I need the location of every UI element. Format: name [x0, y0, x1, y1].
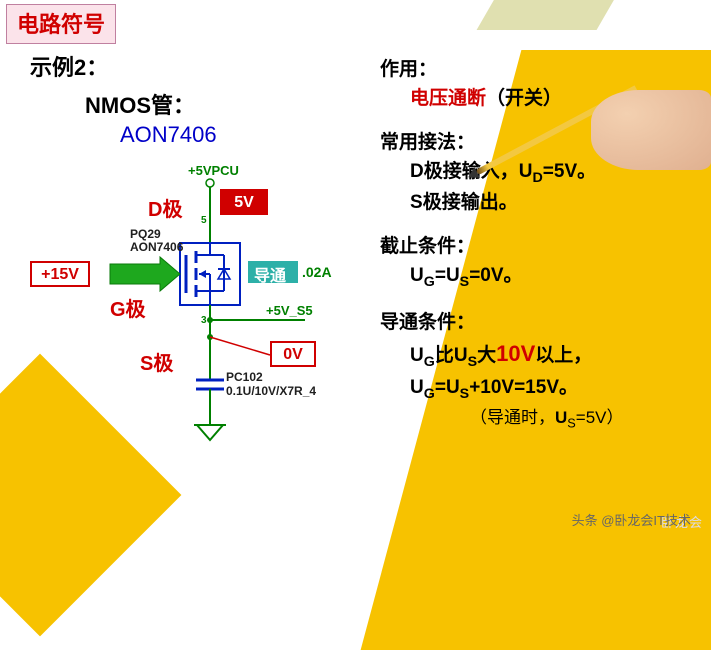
cut-subG: G [424, 273, 435, 289]
conn2-S: S [410, 192, 423, 213]
note-subS: S [567, 415, 576, 430]
cut-eq1: = [435, 265, 446, 286]
on2-U2: U [446, 377, 460, 398]
section-cutoff: 截止条件： UG=US=0V。 [380, 233, 700, 293]
conn2-txt: 极接输出。 [423, 192, 518, 213]
g-terminal-label: G极 [110, 293, 146, 322]
on1-bi: 比 [435, 345, 454, 366]
on1-above: 以上， [535, 345, 592, 366]
cutoff-line: UG=US=0V。 [410, 262, 700, 293]
conduction-box-label: 导通 [254, 262, 286, 286]
net-top-label: +5VPCU [188, 163, 239, 178]
net-out-label: +5V_S5 [266, 303, 313, 318]
on2-subS: S [460, 385, 470, 401]
conn1-D: D [410, 161, 424, 182]
on1-subG: G [424, 354, 435, 370]
d-terminal-label: D极 [148, 193, 182, 222]
conn1-U: U [519, 161, 533, 182]
cap-value: 0.1U/10V/X7R_4 [226, 384, 316, 398]
on2-rest: +10V=15V。 [469, 377, 578, 398]
cond-line2: UG=US+10V=15V。 [410, 374, 700, 405]
cutoff-heading: 截止条件： [380, 233, 700, 262]
on2-eq: = [435, 377, 446, 398]
note-a: （导通时， [470, 408, 555, 427]
cut-subS: S [460, 273, 470, 289]
s-voltage-box: 0V [270, 341, 316, 367]
nmos-part-number: AON7406 [120, 122, 360, 148]
on2-subG: G [424, 385, 435, 401]
s-terminal-label: S极 [140, 347, 173, 376]
g-voltage-box: +15V [30, 261, 90, 287]
section-conduction: 导通条件： UG比US大10V以上， UG=US+10V=15V。 （导通时，U… [380, 309, 700, 432]
example-title: 示例2： [30, 50, 360, 82]
chip-ref: PQ29 [130, 227, 161, 241]
header-badge: 电路符号 [6, 4, 116, 44]
role-red: 电压通断 [410, 88, 486, 109]
hand-icon [591, 90, 711, 170]
cond-heading: 导通条件： [380, 309, 700, 338]
cond-line1: UG比US大10V以上， [410, 337, 700, 373]
note-d: =5V） [576, 408, 624, 427]
conn1-eq: =5V。 [543, 161, 596, 182]
cut-U2: U [446, 265, 460, 286]
circuit-diagram: +5VPCU D极 5V PQ29 AON7406 5 3 +15V G极 导通… [10, 165, 360, 495]
cond-note: （导通时，US=5V） [470, 405, 700, 433]
role-heading: 作用： [380, 56, 700, 85]
pin5: 5 [201, 215, 207, 226]
circuit-svg [10, 165, 360, 495]
on1-da: 大 [477, 345, 496, 366]
cut-U1: U [410, 265, 424, 286]
conduction-current: .02A [302, 264, 332, 280]
cap-ref: PC102 [226, 370, 263, 384]
chip-part: AON7406 [130, 240, 183, 254]
left-column: 示例2： NMOS管： AON7406 [30, 50, 360, 148]
on1-10v: 10V [496, 341, 535, 366]
on1-U2: U [454, 345, 468, 366]
on2-U1: U [410, 377, 424, 398]
on1-U1: U [410, 345, 424, 366]
bg-accent-top [477, 0, 626, 30]
conn1-subD: D [532, 169, 542, 185]
pin3: 3 [201, 315, 207, 326]
conn-line2: S极接输出。 [410, 189, 700, 218]
on1-subS: S [468, 354, 478, 370]
note-U: U [555, 408, 567, 427]
footer-credit: 头条 @卧龙会IT技术 [572, 510, 691, 529]
d-voltage-box: 5V [220, 189, 268, 215]
nmos-title: NMOS管： [85, 88, 360, 120]
cut-eq2: =0V。 [469, 265, 522, 286]
role-black: （开关） [486, 88, 562, 109]
